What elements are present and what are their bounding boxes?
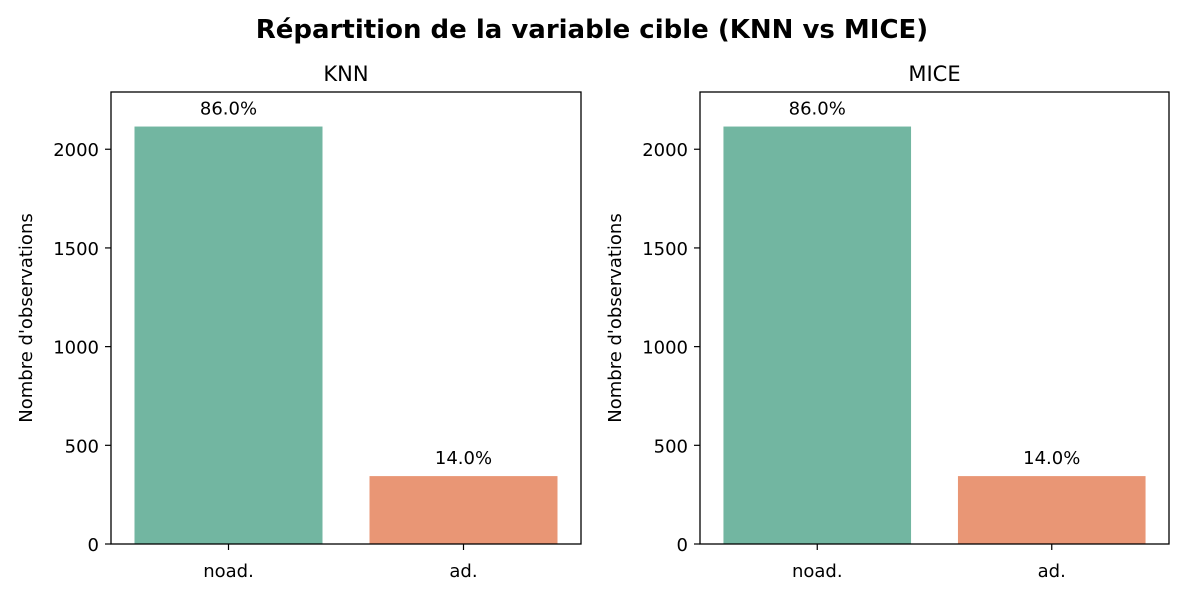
y-axis-label-knn: Nombre d'observations	[16, 213, 37, 422]
bar-data-label-mice-0: 86.0%	[789, 99, 846, 120]
y-tick-label-mice-0: 0	[677, 535, 688, 556]
bar-mice-0	[723, 126, 912, 545]
y-tick-label-mice-2: 1000	[642, 338, 688, 359]
x-tick-label-knn-1: ad.	[449, 561, 477, 582]
x-tick-label-mice-1: ad.	[1038, 561, 1066, 582]
bar-data-label-knn-0: 86.0%	[200, 99, 257, 120]
subplot-title-mice: MICE	[908, 62, 960, 86]
bar-knn-0	[134, 126, 323, 545]
x-tick-label-knn-0: noad.	[203, 561, 254, 582]
chart-knn: KNN 86.0% noad. 14.0% ad. 0 500 1000 1500 2000 Nom…	[16, 62, 582, 582]
x-tick-label-mice-0: noad.	[792, 561, 843, 582]
bar-data-label-knn-1: 14.0%	[435, 448, 492, 469]
y-tick-label-mice-4: 2000	[642, 140, 688, 161]
subplot-title-knn: KNN	[323, 62, 368, 86]
y-tick-label-knn-1: 500	[65, 436, 99, 457]
figure-title: Répartition de la variable cible (KNN vs…	[256, 15, 928, 45]
y-tick-label-mice-3: 1500	[642, 239, 688, 260]
y-tick-label-mice-1: 500	[654, 436, 688, 457]
bar-mice-1	[957, 476, 1146, 544]
chart-mice: MICE 86.0% noad. 14.0% ad. 0 500 1000 1500 2000 No…	[605, 62, 1170, 582]
plot-frame-mice	[699, 91, 1170, 545]
y-tick-label-knn-3: 1500	[53, 239, 99, 260]
bar-data-label-mice-1: 14.0%	[1023, 448, 1080, 469]
y-tick-label-knn-2: 1000	[53, 338, 99, 359]
y-tick-label-knn-4: 2000	[53, 140, 99, 161]
y-axis-label-mice: Nombre d'observations	[605, 213, 626, 422]
plot-frame-knn	[110, 91, 582, 545]
bar-knn-1	[369, 476, 558, 544]
y-tick-label-knn-0: 0	[88, 535, 99, 556]
